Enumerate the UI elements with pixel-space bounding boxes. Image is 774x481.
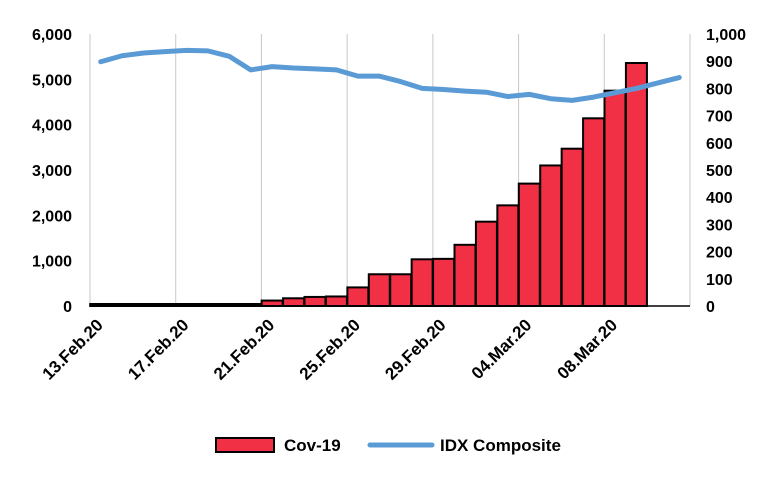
y-right-tick-1: 100 <box>706 272 733 289</box>
y-right-tick-2: 200 <box>706 245 733 262</box>
bar-16 <box>432 257 456 307</box>
bar-10 <box>303 295 327 307</box>
x-tick-3: 25.Feb.20 <box>296 315 364 383</box>
y-left-tick-5: 5,000 <box>32 72 72 89</box>
bar-13 <box>367 273 391 307</box>
x-tick-5: 04.Mar.20 <box>468 315 536 383</box>
bar-21 <box>539 164 563 307</box>
x-tick-6: 08.Mar.20 <box>554 315 622 383</box>
x-tick-1: 17.Feb.20 <box>124 315 192 383</box>
bar-18 <box>474 220 498 307</box>
legend-label-idx: IDX Composite <box>440 436 561 455</box>
y-right-tick-9: 900 <box>706 54 733 71</box>
y-right-tick-8: 800 <box>706 81 733 98</box>
x-tick-0: 13.Feb.20 <box>39 315 107 383</box>
y-left-tick-4: 4,000 <box>32 118 72 135</box>
y-right-tick-0: 0 <box>706 299 715 316</box>
y-right-tick-3: 300 <box>706 217 733 234</box>
legend-label-cov19: Cov-19 <box>284 436 341 455</box>
x-tick-4: 29.Feb.20 <box>381 315 449 383</box>
y-right-tick-4: 400 <box>706 190 733 207</box>
y-left-tick-0: 0 <box>63 299 72 316</box>
bar-9 <box>282 297 306 308</box>
y-right-tick-6: 600 <box>706 136 733 153</box>
y-right-tick-5: 500 <box>706 163 733 180</box>
bar-14 <box>389 273 413 307</box>
bar-17 <box>453 243 477 308</box>
y-left-tick-2: 2,000 <box>32 208 72 225</box>
gridlines <box>89 34 691 306</box>
bar-11 <box>324 295 348 308</box>
line-idx-composite <box>98 47 682 103</box>
y-left-tick-3: 3,000 <box>32 163 72 180</box>
bar-25 <box>624 62 648 307</box>
y-left-tick-6: 6,000 <box>32 27 72 44</box>
bar-19 <box>496 204 520 307</box>
y-right-tick-7: 700 <box>706 109 733 126</box>
line-series-idx <box>98 47 682 103</box>
bar-12 <box>346 286 370 307</box>
x-tick-2: 21.Feb.20 <box>210 315 278 383</box>
y-right-tick-10: 1,000 <box>706 27 746 44</box>
bar-20 <box>517 182 541 308</box>
legend-swatch-cov19 <box>215 437 275 453</box>
bar-15 <box>410 258 434 308</box>
bar-24 <box>603 89 627 307</box>
bar-8 <box>260 299 284 307</box>
bar-22 <box>560 147 584 307</box>
y-left-tick-1: 1,000 <box>32 254 72 271</box>
legend: Cov-19 IDX Composite <box>215 436 561 455</box>
bar-23 <box>582 117 606 307</box>
